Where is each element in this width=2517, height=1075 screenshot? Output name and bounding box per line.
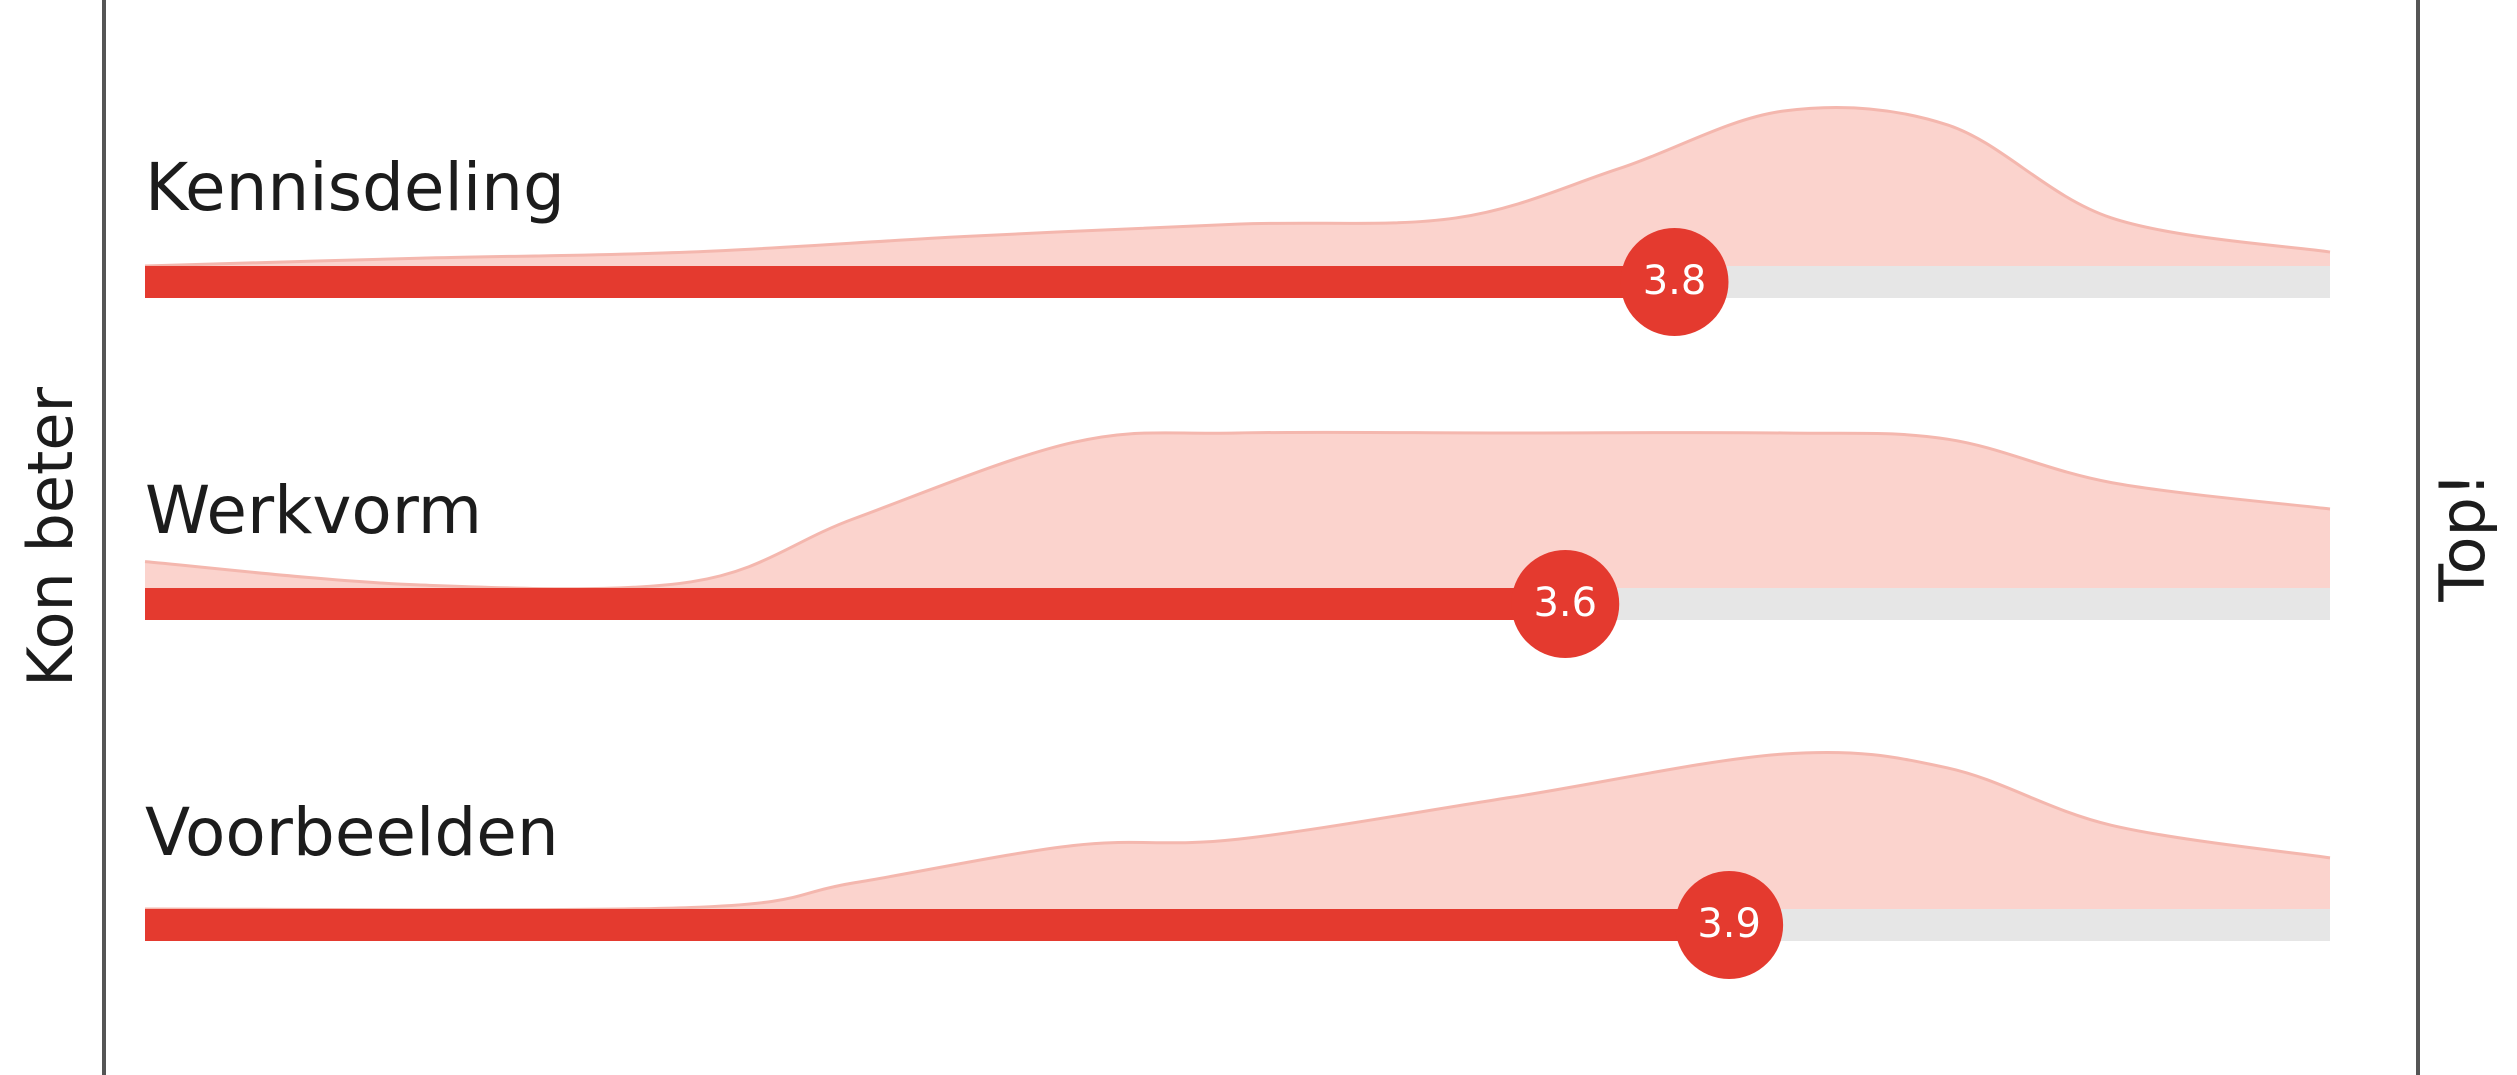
value-label-kennisdeling: 3.8 (1643, 258, 1707, 304)
score-marker-kennisdeling (1620, 228, 1729, 336)
value-label-werkvorm: 3.6 (1533, 580, 1597, 626)
score-bar-voorbeelden (145, 909, 1730, 941)
right-axis-label: Top! (2426, 472, 2499, 602)
score-bar-werkvorm (145, 588, 1566, 620)
score-marker-werkvorm (1511, 550, 1620, 658)
distribution-curves (144, 105, 2331, 912)
score-markers: 3.8 3.6 3.9 (1511, 228, 1784, 979)
category-labels: Kennisdeling Werkvorm Voorbeelden (145, 149, 565, 871)
score-marker-voorbeelden (1675, 871, 1784, 979)
distribution-area-kennisdeling (145, 107, 2330, 266)
category-label-kennisdeling: Kennisdeling (145, 149, 565, 226)
value-label-voorbeelden: 3.9 (1697, 901, 1761, 947)
category-label-werkvorm: Werkvorm (145, 472, 482, 549)
score-bars (145, 266, 1730, 941)
category-label-voorbeelden: Voorbeelden (145, 794, 559, 871)
distribution-area-werkvorm (145, 432, 2330, 589)
score-bar-kennisdeling (145, 266, 1675, 298)
distribution-outline-voorbeelden (144, 750, 2331, 912)
distribution-area-voorbeelden (145, 752, 2330, 910)
left-axis-label: Kon beter (14, 387, 87, 687)
distribution-outline-kennisdeling (144, 105, 2331, 268)
